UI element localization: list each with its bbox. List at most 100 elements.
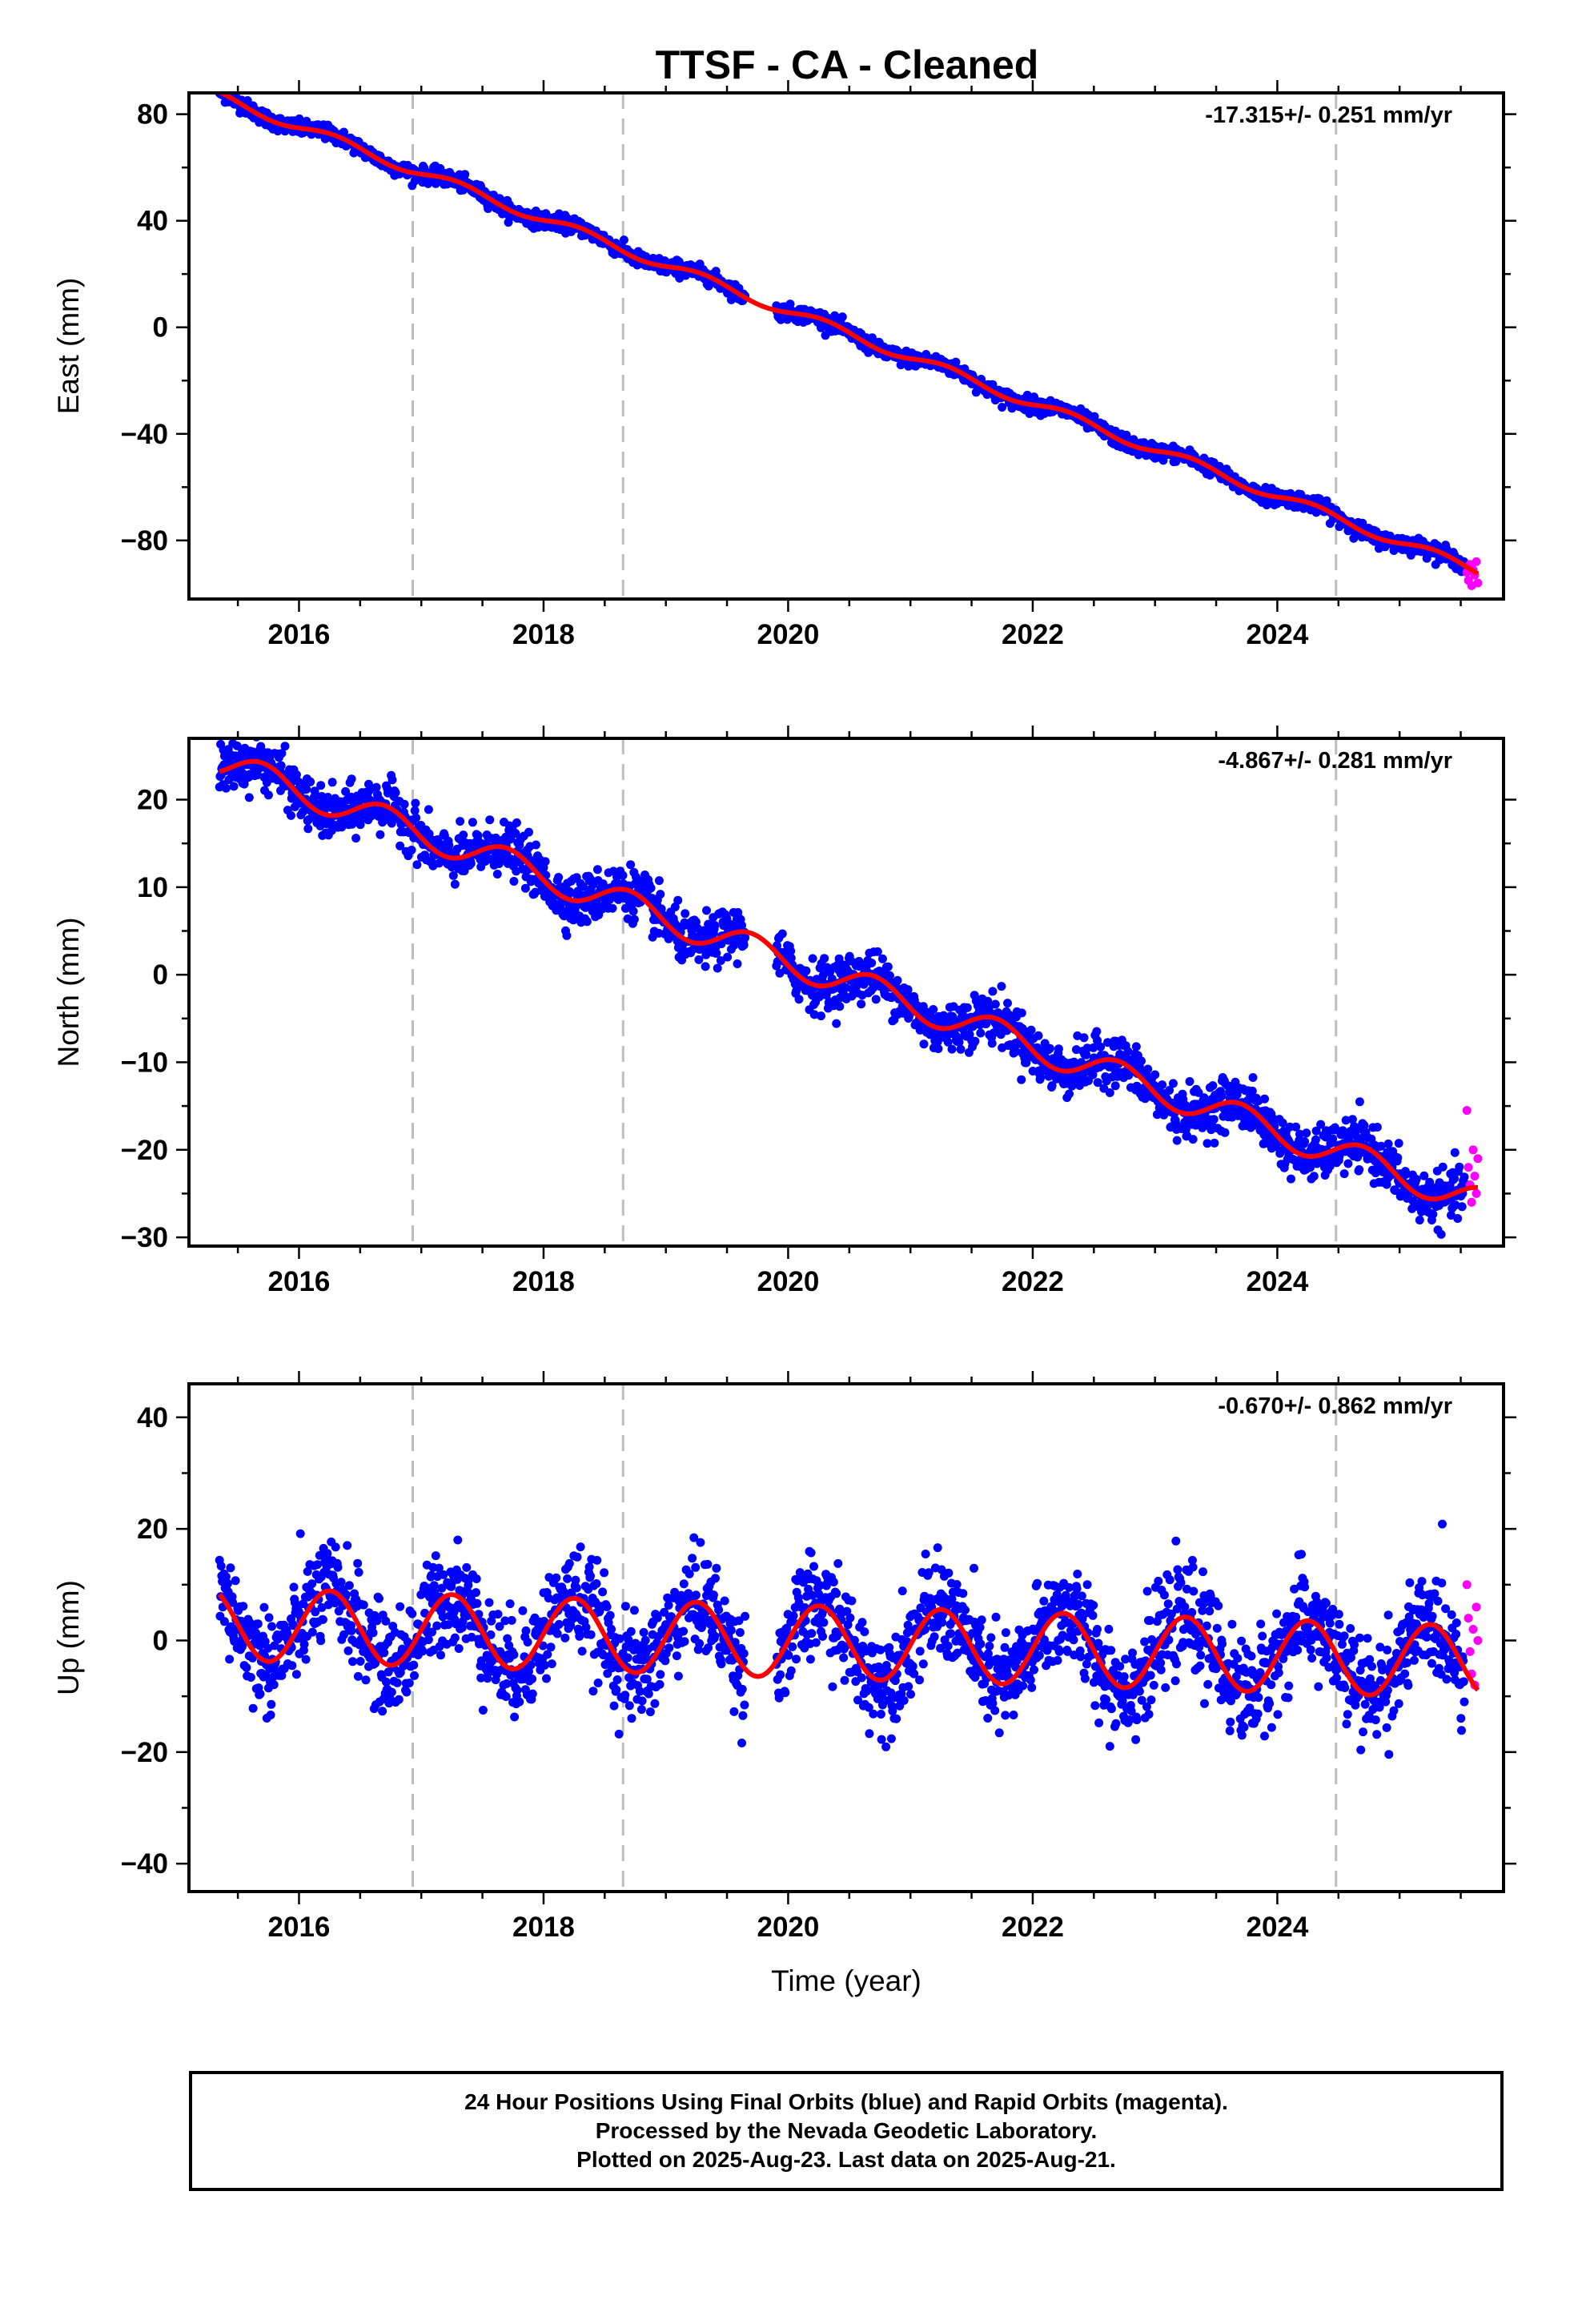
final-orbit-point xyxy=(1026,1025,1036,1035)
final-orbit-point xyxy=(733,959,742,968)
final-orbit-point xyxy=(1460,1172,1469,1182)
panel-north: 2016 2018 2020 2022 202420100−10−20−30North … xyxy=(52,726,1516,1297)
final-orbit-point xyxy=(1165,1086,1174,1095)
final-orbit-point xyxy=(673,895,683,905)
final-orbit-point xyxy=(592,865,602,875)
y-tick-label-north: −20 xyxy=(121,1135,168,1166)
final-orbit-point xyxy=(318,1614,327,1624)
rapid-orbit-point xyxy=(1472,1188,1481,1198)
final-orbit-point xyxy=(1036,1073,1046,1083)
final-orbit-point xyxy=(409,1660,419,1670)
final-orbit-point xyxy=(562,931,572,940)
final-orbit-point xyxy=(1188,1135,1198,1144)
final-orbit-point xyxy=(579,882,588,891)
final-orbit-point xyxy=(468,818,477,827)
final-orbit-point xyxy=(531,840,540,850)
final-orbit-point xyxy=(716,956,725,965)
final-orbit-point xyxy=(837,312,847,322)
final-orbit-points-up xyxy=(215,1519,1469,1759)
final-orbit-point xyxy=(253,1619,263,1629)
y-tick-label-east: 0 xyxy=(153,312,168,344)
final-orbit-point xyxy=(396,841,405,850)
final-orbit-point xyxy=(565,888,575,898)
final-orbit-point xyxy=(962,1003,972,1012)
final-orbit-point xyxy=(1453,1214,1463,1223)
final-orbit-point xyxy=(375,1594,383,1603)
final-orbit-point xyxy=(1065,1089,1074,1099)
final-orbit-point xyxy=(509,877,519,886)
final-orbit-point xyxy=(341,1590,351,1599)
final-orbit-point xyxy=(313,1560,322,1570)
final-orbit-point xyxy=(1054,1044,1063,1054)
final-orbit-point xyxy=(1199,1093,1209,1103)
final-orbit-point xyxy=(348,1657,357,1667)
final-orbit-point xyxy=(1401,1169,1411,1179)
final-orbit-point xyxy=(264,1613,274,1622)
final-orbit-point xyxy=(381,1616,391,1626)
final-orbit-point xyxy=(832,1019,841,1028)
final-orbit-point xyxy=(353,1558,363,1568)
final-orbit-point xyxy=(287,1661,297,1671)
final-orbit-point xyxy=(1003,999,1012,1008)
final-orbit-point xyxy=(216,1562,226,1570)
final-orbit-point xyxy=(244,793,254,802)
final-orbit-point xyxy=(492,870,502,879)
final-orbit-point xyxy=(1302,1128,1311,1138)
final-orbit-point xyxy=(723,952,733,962)
final-orbit-point xyxy=(1248,1073,1258,1082)
final-orbit-point xyxy=(970,1036,980,1046)
y-tick-label-east: 80 xyxy=(137,99,168,131)
final-orbit-point xyxy=(737,921,746,930)
final-orbit-point xyxy=(504,218,513,227)
final-orbit-point xyxy=(524,827,533,837)
final-orbit-point xyxy=(1383,1139,1393,1148)
final-orbit-point xyxy=(228,1598,238,1607)
final-orbit-point xyxy=(276,761,286,770)
final-orbit-point xyxy=(353,1671,363,1681)
final-orbit-point xyxy=(336,1578,346,1587)
final-orbit-point xyxy=(267,1699,276,1709)
final-orbit-point xyxy=(1210,1138,1219,1148)
final-orbit-point xyxy=(1450,1148,1460,1157)
final-orbit-point xyxy=(291,1670,301,1679)
rate-annotation-north: -4.867+/- 0.281 mm/yr xyxy=(1218,748,1452,774)
final-orbit-point xyxy=(404,1679,414,1688)
final-orbit-point xyxy=(1419,1171,1429,1180)
final-orbit-point xyxy=(626,860,636,870)
final-orbit-point xyxy=(412,813,421,822)
final-orbit-point xyxy=(1089,1043,1098,1052)
final-orbit-point xyxy=(1311,1126,1321,1136)
final-orbit-point xyxy=(808,954,817,963)
final-orbit-point xyxy=(818,971,828,980)
final-orbit-points-north xyxy=(215,738,1469,1239)
final-orbit-point xyxy=(956,1044,966,1054)
final-orbit-point xyxy=(1371,1168,1380,1178)
final-orbit-point xyxy=(873,947,882,956)
final-orbit-point xyxy=(976,1028,986,1038)
rapid-orbit-point xyxy=(1470,1172,1480,1181)
final-orbit-point xyxy=(1093,1078,1102,1088)
final-orbit-point xyxy=(424,1635,433,1644)
final-orbit-point xyxy=(1341,1116,1351,1125)
final-orbit-point xyxy=(619,235,628,245)
final-orbit-point xyxy=(1291,1122,1301,1132)
final-orbit-point xyxy=(424,805,433,814)
final-orbit-point xyxy=(1355,1165,1364,1174)
final-orbit-point xyxy=(1082,1050,1091,1059)
final-orbit-point xyxy=(418,1647,428,1656)
final-orbit-point xyxy=(394,1695,404,1704)
final-orbit-point xyxy=(407,846,416,854)
final-orbit-point xyxy=(1137,1056,1146,1066)
final-orbit-point xyxy=(549,899,559,908)
final-orbit-point xyxy=(307,1579,317,1589)
final-orbit-point xyxy=(1071,1045,1081,1055)
final-orbit-point xyxy=(387,775,397,785)
final-orbit-point xyxy=(681,909,690,919)
final-orbit-point xyxy=(1047,1081,1057,1091)
final-orbit-point xyxy=(1172,1136,1182,1145)
final-orbit-point xyxy=(261,1671,271,1680)
y-tick-label-east: −80 xyxy=(121,525,168,557)
final-orbit-point xyxy=(871,995,881,1004)
final-orbit-point xyxy=(1330,1123,1339,1132)
